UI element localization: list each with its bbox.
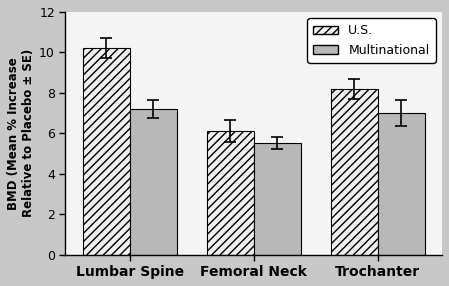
Bar (207, 131, 254, 255)
Bar (330, 89, 378, 255)
Bar (83, 48, 130, 255)
Bar (254, 143, 301, 255)
Y-axis label: BMD (Mean % Increase
Relative to Placebo ± SE): BMD (Mean % Increase Relative to Placebo… (7, 49, 35, 217)
Bar (130, 109, 177, 255)
Legend: U.S., Multinational: U.S., Multinational (307, 18, 436, 63)
Bar (378, 113, 425, 255)
